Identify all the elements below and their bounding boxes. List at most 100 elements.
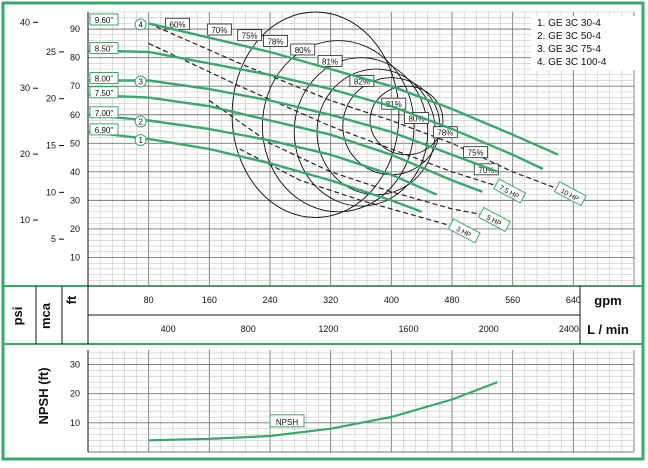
legend: 1. GE 3C 30-4 2. GE 3C 50-4 3. GE 3C 75-…	[531, 16, 635, 70]
y-tick-ft: 50	[70, 138, 80, 148]
efficiency-label: 80%	[404, 112, 429, 124]
x-tick-lmin: 2400	[559, 324, 579, 334]
impeller-curve	[148, 22, 559, 156]
y-tick-npsh: 10	[70, 418, 80, 428]
efficiency-label: 78%	[263, 34, 288, 47]
power-curves: 10 HP7.5 HP5 HP3 HP	[148, 22, 587, 244]
svg-text:7.00": 7.00"	[95, 109, 114, 118]
efficiency-label: 75%	[237, 29, 263, 42]
y-axis-psi-label: psi	[10, 307, 25, 326]
y-tick-ft: 10	[70, 252, 80, 262]
y-tick-psi: 20	[20, 149, 30, 159]
impeller-curve	[87, 93, 483, 193]
impeller-label: 6.90"	[89, 123, 119, 136]
svg-text:80%: 80%	[408, 114, 424, 123]
svg-text:70%: 70%	[211, 26, 227, 35]
impeller-marker: 3	[134, 75, 147, 88]
y-axis-ft-label: ft	[64, 295, 79, 304]
y-tick-ft: 30	[70, 195, 80, 205]
y-tick-psi: 40	[20, 17, 30, 27]
x-axis-lmin-label: L / min	[587, 322, 629, 337]
svg-text:81%: 81%	[386, 100, 402, 109]
efficiency-contour	[293, 57, 429, 207]
legend-item-4: 4. GE 3C 100-4	[537, 57, 607, 68]
svg-text:78%: 78%	[437, 129, 453, 138]
impeller-label: 7.50"	[89, 86, 119, 99]
npsh-line	[148, 381, 498, 442]
impeller-label: 8.50"	[89, 42, 119, 55]
x-tick-gpm: 160	[202, 295, 217, 305]
impeller-label: 8.00"	[89, 72, 119, 84]
legend-item-1: 1. GE 3C 30-4	[537, 18, 601, 29]
impeller-curve	[87, 113, 438, 196]
npsh-axis-label: NPSH (ft)	[36, 367, 51, 424]
y-tick-ft: 20	[70, 224, 80, 234]
impeller-label: 7.00"	[89, 106, 119, 119]
svg-text:2: 2	[138, 117, 143, 126]
impeller-marker: 4	[134, 18, 147, 31]
efficiency-label: 70%	[473, 163, 499, 176]
x-tick-gpm: 640	[566, 295, 581, 305]
x-tick-lmin: 1200	[318, 324, 338, 334]
y-tick-ft: 40	[70, 167, 80, 177]
x-tick-gpm: 240	[262, 295, 277, 305]
svg-text:8.00": 8.00"	[95, 75, 114, 84]
svg-text:8.50": 8.50"	[95, 45, 114, 54]
x-tick-lmin: 400	[161, 324, 176, 334]
npsh-series-label: NPSH	[269, 414, 305, 428]
x-axis-gpm-label: gpm	[594, 293, 621, 308]
svg-text:7.50": 7.50"	[95, 89, 114, 98]
svg-text:82%: 82%	[354, 77, 370, 86]
impeller-label: 9.60"	[89, 13, 119, 26]
efficiency-label: 78%	[432, 126, 458, 139]
svg-text:3: 3	[138, 78, 143, 87]
svg-text:78%: 78%	[267, 37, 283, 46]
y-tick-mca: 20	[46, 94, 56, 104]
y-tick-psi: 10	[20, 215, 30, 225]
legend-item-3: 3. GE 3C 75-4	[537, 44, 601, 55]
outer-frame	[1, 1, 645, 461]
power-curve	[208, 100, 483, 216]
efficiency-label: 70%	[206, 23, 232, 36]
impeller-curve	[87, 130, 423, 213]
efficiency-label: 81%	[317, 54, 343, 67]
svg-text:75%: 75%	[242, 32, 258, 41]
npsh-grid	[87, 350, 635, 453]
y-tick-ft: 60	[70, 110, 80, 120]
x-tick-gpm: 480	[444, 295, 459, 305]
efficiency-contour	[231, 11, 400, 218]
svg-text:81%: 81%	[322, 57, 338, 66]
efficiency-label: 80%	[290, 43, 316, 56]
y-tick-npsh: 30	[70, 360, 80, 370]
npsh-curve: NPSH	[148, 381, 498, 442]
impeller-curve	[87, 49, 544, 171]
svg-text:9.60": 9.60"	[95, 16, 114, 25]
impeller-marker: 1	[134, 134, 147, 147]
power-curve	[148, 22, 559, 190]
y-axis-mca-label: mca	[38, 302, 53, 329]
svg-text:70%: 70%	[478, 166, 494, 175]
x-tick-lmin: 2000	[479, 324, 499, 334]
y-tick-mca: 15	[46, 141, 56, 151]
x-tick-gpm: 560	[505, 295, 520, 305]
impeller-curves: 9.60" 4 8.50" 8.00" 3 7.50" 7.00" 2 6.90" 1	[87, 13, 559, 213]
x-tick-lmin: 1600	[399, 324, 419, 334]
y-tick-mca: 10	[46, 187, 56, 197]
y-tick-ft: 70	[70, 81, 80, 91]
svg-text:NPSH: NPSH	[276, 418, 298, 427]
svg-text:75%: 75%	[468, 149, 484, 158]
power-label: 10 HP	[553, 181, 587, 207]
y-tick-mca: 5	[51, 234, 56, 244]
power-label: 7.5 HP	[493, 178, 527, 204]
impeller-marker: 2	[134, 115, 147, 128]
efficiency-contour	[369, 85, 444, 156]
impeller-curve	[88, 79, 498, 173]
svg-text:1: 1	[138, 136, 143, 145]
x-tick-gpm: 80	[144, 295, 154, 305]
power-curve	[148, 42, 498, 187]
x-tick-lmin: 800	[241, 324, 256, 334]
axis-lines	[35, 286, 581, 344]
legend-item-2: 2. GE 3C 50-4	[537, 31, 601, 42]
svg-text:6.90": 6.90"	[95, 126, 114, 135]
